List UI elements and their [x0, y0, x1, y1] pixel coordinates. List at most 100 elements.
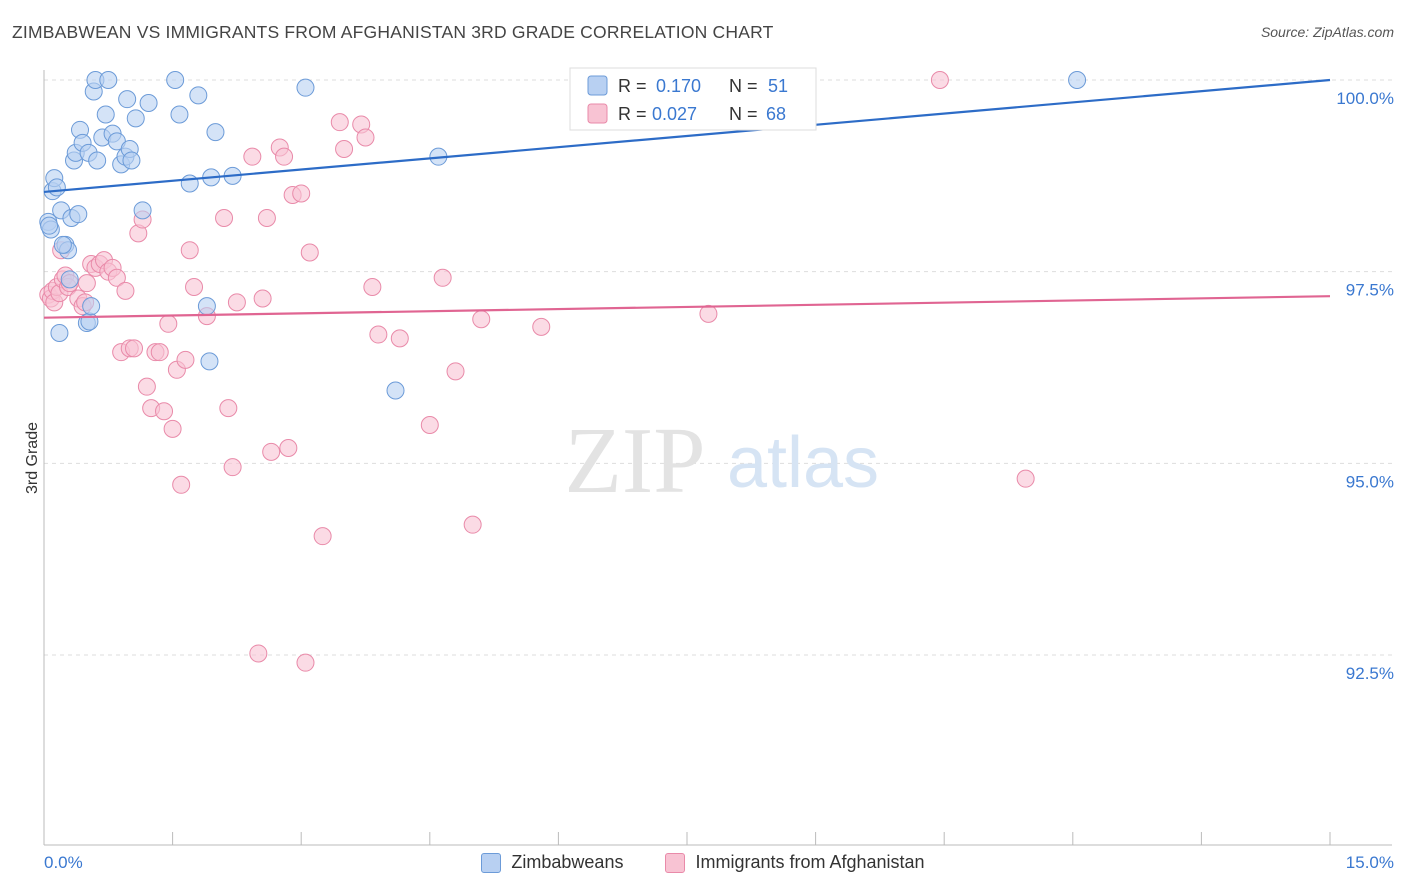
legend-r-value: 0.027	[652, 104, 697, 124]
data-point-afghanistan	[125, 339, 144, 358]
legend-n-value: 68	[766, 104, 786, 124]
data-point-afghanistan	[363, 278, 382, 296]
data-point-afghanistan	[369, 325, 388, 344]
stats-legend: R = 0.170 N = 51 R = 0.027 N = 68	[569, 67, 817, 131]
data-point-afghanistan	[172, 475, 191, 494]
data-point-afghanistan	[185, 278, 204, 296]
data-point-zimbabweans	[1068, 71, 1087, 89]
data-point-zimbabweans	[200, 352, 219, 371]
data-point-afghanistan	[532, 317, 551, 336]
data-point-zimbabweans	[122, 151, 141, 170]
data-point-zimbabweans	[99, 71, 118, 89]
data-point-afghanistan	[472, 310, 491, 329]
data-point-afghanistan	[249, 644, 268, 663]
data-point-zimbabweans	[88, 151, 107, 170]
data-point-zimbabweans	[189, 86, 208, 105]
axes	[43, 70, 1392, 846]
data-point-afghanistan	[446, 362, 465, 381]
y-tick-label: 95.0%	[1346, 472, 1394, 491]
data-point-zimbabweans	[296, 78, 315, 97]
legend-swatch-zimbabweans	[481, 852, 502, 873]
data-point-zimbabweans	[386, 381, 405, 400]
data-point-afghanistan	[699, 304, 718, 323]
data-point-afghanistan	[257, 209, 276, 227]
x-tick-label-max: 15.0%	[1346, 853, 1394, 872]
data-point-afghanistan	[77, 274, 96, 293]
stats-legend-box	[569, 67, 817, 131]
data-point-afghanistan	[159, 314, 178, 333]
data-point-afghanistan	[227, 293, 246, 312]
series-zimbabweans-points	[39, 71, 1087, 400]
data-point-afghanistan	[215, 209, 234, 227]
data-point-afghanistan	[330, 113, 349, 132]
data-point-afghanistan	[313, 527, 332, 546]
data-point-afghanistan	[300, 243, 319, 262]
legend-item-afghanistan[interactable]: Immigrants from Afghanistan	[665, 852, 925, 873]
data-point-zimbabweans	[170, 105, 189, 124]
trend-line-zimbabweans	[43, 78, 1331, 194]
data-point-zimbabweans	[197, 297, 216, 316]
data-point-afghanistan	[243, 147, 262, 166]
series-afghanistan-points	[39, 71, 1035, 672]
trend-line-afghanistan	[43, 295, 1331, 319]
y-tick-label: 92.5%	[1346, 664, 1394, 683]
gridlines	[44, 79, 1392, 656]
x-axis-ticks	[43, 832, 1331, 845]
legend-n-value: 51	[768, 76, 788, 96]
data-point-afghanistan	[279, 439, 298, 457]
data-point-afghanistan	[137, 377, 156, 396]
legend-r-label: R =	[618, 104, 647, 124]
legend-item-zimbabweans[interactable]: Zimbabweans	[481, 852, 623, 873]
legend-swatch-afghanistan	[665, 852, 686, 873]
data-point-zimbabweans	[206, 123, 225, 142]
legend-n-label: N =	[729, 104, 758, 124]
data-point-zimbabweans	[139, 94, 158, 112]
data-point-zimbabweans	[166, 71, 185, 89]
data-point-zimbabweans	[180, 174, 199, 193]
legend-n-label: N =	[729, 76, 758, 96]
y-tick-labels: 100.0% 97.5% 95.0% 92.5%	[1336, 89, 1394, 683]
data-point-zimbabweans	[69, 205, 88, 224]
data-point-afghanistan	[930, 71, 949, 89]
data-point-afghanistan	[275, 147, 294, 166]
data-point-afghanistan	[420, 416, 439, 434]
y-tick-label: 97.5%	[1346, 281, 1394, 300]
data-point-afghanistan	[155, 402, 174, 421]
legend-label-afghanistan: Immigrants from Afghanistan	[695, 852, 925, 872]
legend-swatch-blue	[587, 75, 608, 96]
legend-r-value: 0.170	[656, 76, 701, 96]
y-tick-label: 100.0%	[1336, 89, 1394, 108]
data-point-afghanistan	[463, 515, 482, 534]
data-point-afghanistan	[176, 350, 195, 369]
y-axis-label: 3rd Grade	[24, 422, 41, 494]
data-point-afghanistan	[335, 140, 354, 158]
data-point-afghanistan	[356, 128, 375, 147]
data-point-afghanistan	[107, 268, 126, 287]
data-point-zimbabweans	[40, 216, 59, 235]
data-point-zimbabweans	[118, 90, 137, 109]
series-legend: Zimbabweans Immigrants from Afghanistan	[0, 852, 1406, 873]
data-point-afghanistan	[296, 653, 315, 672]
x-tick-label-min: 0.0%	[44, 853, 83, 872]
data-point-zimbabweans	[126, 109, 145, 128]
legend-swatch-pink	[587, 103, 608, 124]
data-point-zimbabweans	[96, 105, 115, 124]
data-point-afghanistan	[253, 289, 272, 308]
watermark: ZIP atlas	[565, 409, 880, 513]
data-point-afghanistan	[219, 399, 238, 418]
legend-label-zimbabweans: Zimbabweans	[511, 852, 624, 872]
data-point-zimbabweans	[82, 297, 101, 316]
source-label: Source: ZipAtlas.com	[1260, 24, 1394, 40]
data-point-zimbabweans	[60, 270, 79, 289]
data-point-afghanistan	[262, 442, 281, 461]
data-point-afghanistan	[150, 343, 169, 362]
watermark-zip: ZIP	[565, 409, 706, 513]
data-point-afghanistan	[163, 419, 182, 438]
data-point-zimbabweans	[80, 312, 99, 331]
trend-lines	[43, 78, 1331, 319]
data-point-zimbabweans	[50, 324, 69, 342]
data-point-afghanistan	[116, 281, 135, 300]
watermark-atlas: atlas	[727, 423, 879, 503]
data-point-afghanistan	[180, 241, 199, 260]
